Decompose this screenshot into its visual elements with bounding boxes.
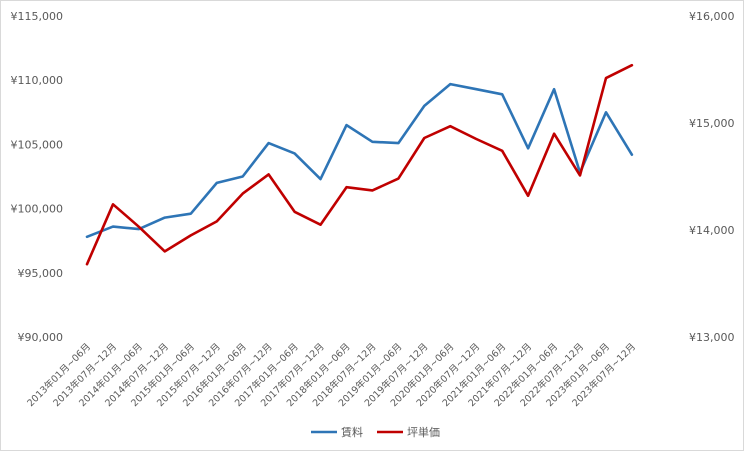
left-axis-tick-label: ¥115,000 xyxy=(11,10,64,23)
left-axis-tick-label: ¥90,000 xyxy=(18,331,64,344)
right-axis-tick-label: ¥15,000 xyxy=(689,117,735,130)
right-axis-tick-label: ¥14,000 xyxy=(689,224,735,237)
legend-label: 賃料 xyxy=(341,425,363,439)
left-axis-tick-label: ¥110,000 xyxy=(11,74,64,87)
legend: 賃料 坪単価 xyxy=(311,425,440,439)
right-axis-tick-label: ¥13,000 xyxy=(689,331,735,344)
series-lines xyxy=(85,63,634,266)
x-axis: 2013年01月~06月2013年07月~12月2014年01月~06月2014… xyxy=(25,341,638,409)
left-axis-tick-label: ¥100,000 xyxy=(11,203,64,216)
legend-label: 坪単価 xyxy=(407,425,440,439)
series-line-1 xyxy=(85,82,634,239)
right-y-axis: ¥13,000 ¥14,000 ¥15,000 ¥16,000 xyxy=(689,10,735,344)
left-axis-tick-label: ¥95,000 xyxy=(18,267,64,280)
left-y-axis: ¥90,000 ¥95,000 ¥100,000 ¥105,000 ¥110,000 ¥1… xyxy=(11,10,64,344)
left-axis-tick-label: ¥105,000 xyxy=(11,138,64,151)
right-axis-tick-label: ¥16,000 xyxy=(689,10,735,23)
series-line-2 xyxy=(85,63,634,266)
